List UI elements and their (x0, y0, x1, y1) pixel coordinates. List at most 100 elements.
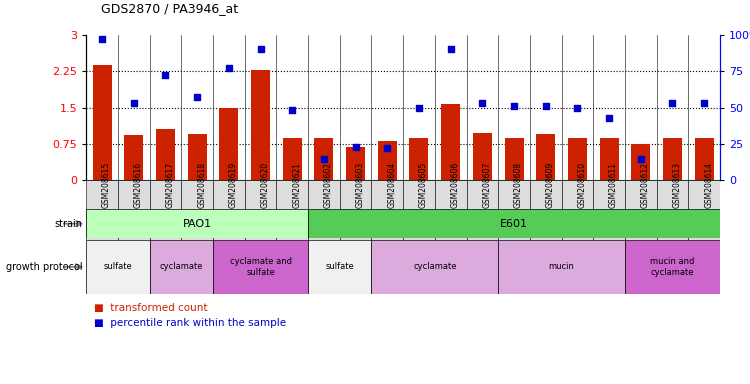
Bar (283, 138, 302, 180)
Text: sulfate: sulfate (326, 262, 354, 271)
Bar (378, 141, 397, 180)
Bar (86, 240, 149, 294)
Point (445, 46, 457, 52)
Point (160, 72, 172, 78)
Bar (530, 180, 562, 240)
Point (381, 145, 393, 151)
Bar (149, 240, 213, 294)
Text: GSM208611: GSM208611 (609, 162, 618, 208)
Text: cyclamate: cyclamate (160, 262, 203, 271)
Bar (625, 240, 720, 294)
Bar (657, 180, 688, 240)
Point (667, 100, 679, 106)
Bar (435, 180, 466, 240)
Point (254, 46, 266, 52)
Bar (340, 180, 371, 240)
Point (634, 156, 646, 162)
Text: GSM208615: GSM208615 (102, 162, 111, 208)
Text: ■  transformed count: ■ transformed count (94, 303, 207, 313)
Text: ■  percentile rank within the sample: ■ percentile rank within the sample (94, 318, 286, 328)
Bar (593, 180, 625, 240)
Bar (694, 138, 714, 180)
Bar (182, 180, 213, 240)
Bar (410, 138, 428, 180)
Point (698, 100, 710, 106)
Text: GSM208620: GSM208620 (260, 162, 269, 208)
Text: GSM208609: GSM208609 (546, 162, 555, 209)
Text: sulfate: sulfate (104, 262, 132, 271)
Bar (314, 138, 334, 180)
Text: GSM208607: GSM208607 (482, 162, 491, 209)
Text: GSM208604: GSM208604 (387, 162, 396, 209)
Text: growth protocol: growth protocol (6, 262, 82, 272)
Text: GSM208612: GSM208612 (640, 162, 650, 208)
Text: GSM208619: GSM208619 (229, 162, 238, 208)
Bar (663, 138, 682, 180)
Point (603, 115, 615, 121)
Bar (632, 144, 650, 180)
Text: PAO1: PAO1 (182, 218, 212, 229)
Bar (371, 180, 404, 240)
Bar (92, 65, 112, 180)
Bar (149, 180, 182, 240)
Point (413, 104, 425, 111)
Point (286, 108, 298, 114)
Text: cyclamate: cyclamate (413, 262, 457, 271)
Bar (86, 180, 118, 240)
Bar (498, 240, 625, 294)
Bar (244, 180, 276, 240)
Text: GSM208602: GSM208602 (324, 162, 333, 208)
Text: cyclamate and
sulfate: cyclamate and sulfate (230, 257, 292, 276)
Text: GSM208618: GSM208618 (197, 162, 206, 208)
Bar (472, 133, 492, 180)
Bar (308, 240, 371, 294)
Bar (441, 104, 460, 180)
Text: GSM208614: GSM208614 (704, 162, 713, 208)
Bar (188, 134, 207, 180)
Bar (219, 108, 239, 180)
Bar (346, 147, 365, 180)
Point (476, 100, 488, 106)
Bar (466, 180, 498, 240)
Bar (156, 129, 175, 180)
Text: GSM208603: GSM208603 (356, 162, 364, 209)
Text: strain: strain (55, 218, 82, 229)
Point (540, 103, 552, 109)
Bar (118, 180, 149, 240)
Point (318, 156, 330, 162)
Bar (562, 180, 593, 240)
Text: GSM208605: GSM208605 (419, 162, 428, 209)
Bar (86, 209, 308, 238)
Text: GSM208613: GSM208613 (673, 162, 682, 208)
Point (96, 36, 108, 42)
Point (223, 65, 235, 71)
Bar (276, 180, 308, 240)
Bar (599, 138, 619, 180)
Text: GSM208617: GSM208617 (166, 162, 175, 208)
Bar (404, 180, 435, 240)
Text: E601: E601 (500, 218, 528, 229)
Bar (213, 240, 308, 294)
Bar (688, 180, 720, 240)
Text: GDS2870 / PA3946_at: GDS2870 / PA3946_at (101, 2, 238, 15)
Text: mucin: mucin (548, 262, 574, 271)
Bar (371, 240, 498, 294)
Point (128, 100, 140, 106)
Bar (213, 180, 244, 240)
Bar (568, 138, 587, 180)
Bar (498, 180, 530, 240)
Bar (625, 180, 657, 240)
Text: GSM208608: GSM208608 (514, 162, 523, 208)
Point (350, 144, 361, 150)
Bar (251, 70, 270, 180)
Text: GSM208606: GSM208606 (451, 162, 460, 209)
Bar (308, 209, 720, 238)
Bar (124, 135, 143, 180)
Text: GSM208621: GSM208621 (292, 162, 302, 208)
Point (508, 103, 520, 109)
Text: GSM208616: GSM208616 (134, 162, 142, 208)
Point (572, 104, 584, 111)
Bar (536, 134, 555, 180)
Bar (308, 180, 340, 240)
Text: mucin and
cyclamate: mucin and cyclamate (650, 257, 694, 276)
